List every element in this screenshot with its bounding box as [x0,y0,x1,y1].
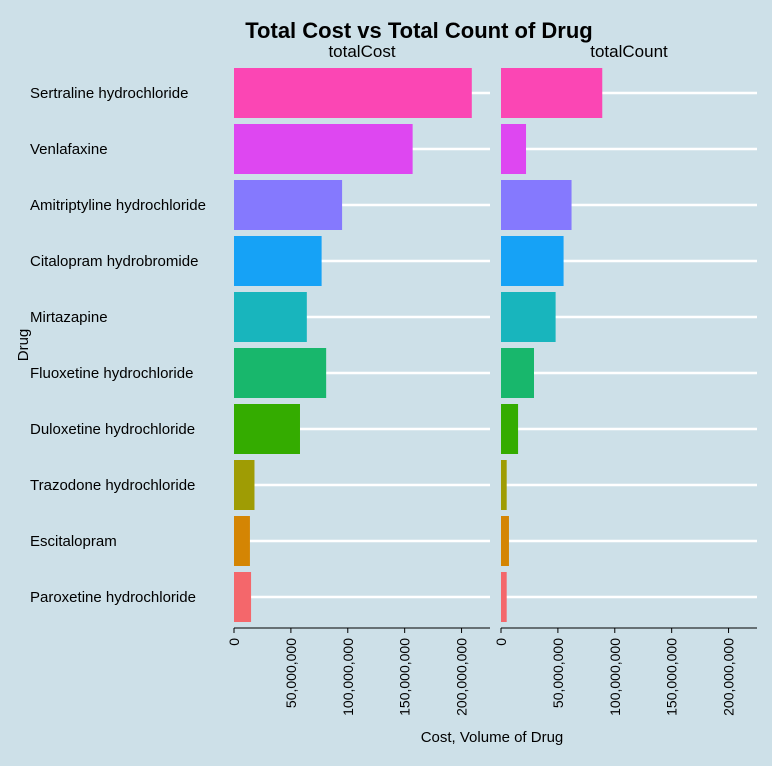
y-axis-labels: Sertraline hydrochloride Venlafaxine Amitr… [30,85,206,606]
bar-totalCount-7 [501,460,507,510]
bar-totalCount-2 [501,180,572,230]
y-axis-title: Drug [15,329,32,362]
bar-totalCount-1 [501,124,527,174]
bar-totalCount-6 [501,404,519,454]
y-tick-label: Trazodone hydrochloride [30,477,195,494]
bar-totalCount-0 [501,68,603,118]
bar-totalCost-0 [234,68,472,118]
bar-totalCost-5 [234,348,327,398]
y-tick-label: Escitalopram [30,533,117,550]
facets: totalCost 0 50,000,000 100,000,000 150,000,0… [226,42,757,716]
facet-panel-totalCount: totalCount 0 50,000,000 100,000,000 150,000,… [493,42,757,716]
y-tick-label: Citalopram hydrobromide [30,253,198,270]
x-tick-label: 50,000,000 [283,638,299,708]
bar-totalCost-3 [234,236,322,286]
x-tick-label: 100,000,000 [607,638,623,716]
bar-totalCost-9 [234,572,252,622]
bar-totalCost-6 [234,404,300,454]
x-tick-label: 0 [493,638,509,646]
bar-totalCost-2 [234,180,343,230]
bar-totalCount-4 [501,292,556,342]
bar-totalCost-7 [234,460,255,510]
x-tick-label: 50,000,000 [550,638,566,708]
x-axis-title: Cost, Volume of Drug [421,729,564,746]
bar-totalCost-8 [234,516,250,566]
y-tick-label: Sertraline hydrochloride [30,85,188,102]
y-tick-label: Fluoxetine hydrochloride [30,365,193,382]
x-tick-label: 150,000,000 [397,638,413,716]
x-tick-label: 0 [226,638,242,646]
y-tick-label: Venlafaxine [30,141,108,158]
x-tick-label: 200,000,000 [454,638,470,716]
facet-label: totalCost [328,42,395,61]
x-tick-label: 100,000,000 [340,638,356,716]
bar-totalCount-8 [501,516,509,566]
bar-totalCount-3 [501,236,564,286]
bar-totalCount-5 [501,348,534,398]
bar-totalCost-4 [234,292,307,342]
y-tick-label: Paroxetine hydrochloride [30,589,196,606]
x-tick-label: 200,000,000 [721,638,737,716]
bar-totalCount-9 [501,572,507,622]
y-tick-label: Amitriptyline hydrochloride [30,197,206,214]
facet-panel-totalCost: totalCost 0 50,000,000 100,000,000 150,000,0… [226,42,490,716]
y-tick-label: Mirtazapine [30,309,108,326]
bar-totalCost-1 [234,124,413,174]
facet-label: totalCount [590,42,668,61]
x-tick-label: 150,000,000 [664,638,680,716]
chart-title: Total Cost vs Total Count of Drug [245,18,593,43]
y-tick-label: Duloxetine hydrochloride [30,421,195,438]
